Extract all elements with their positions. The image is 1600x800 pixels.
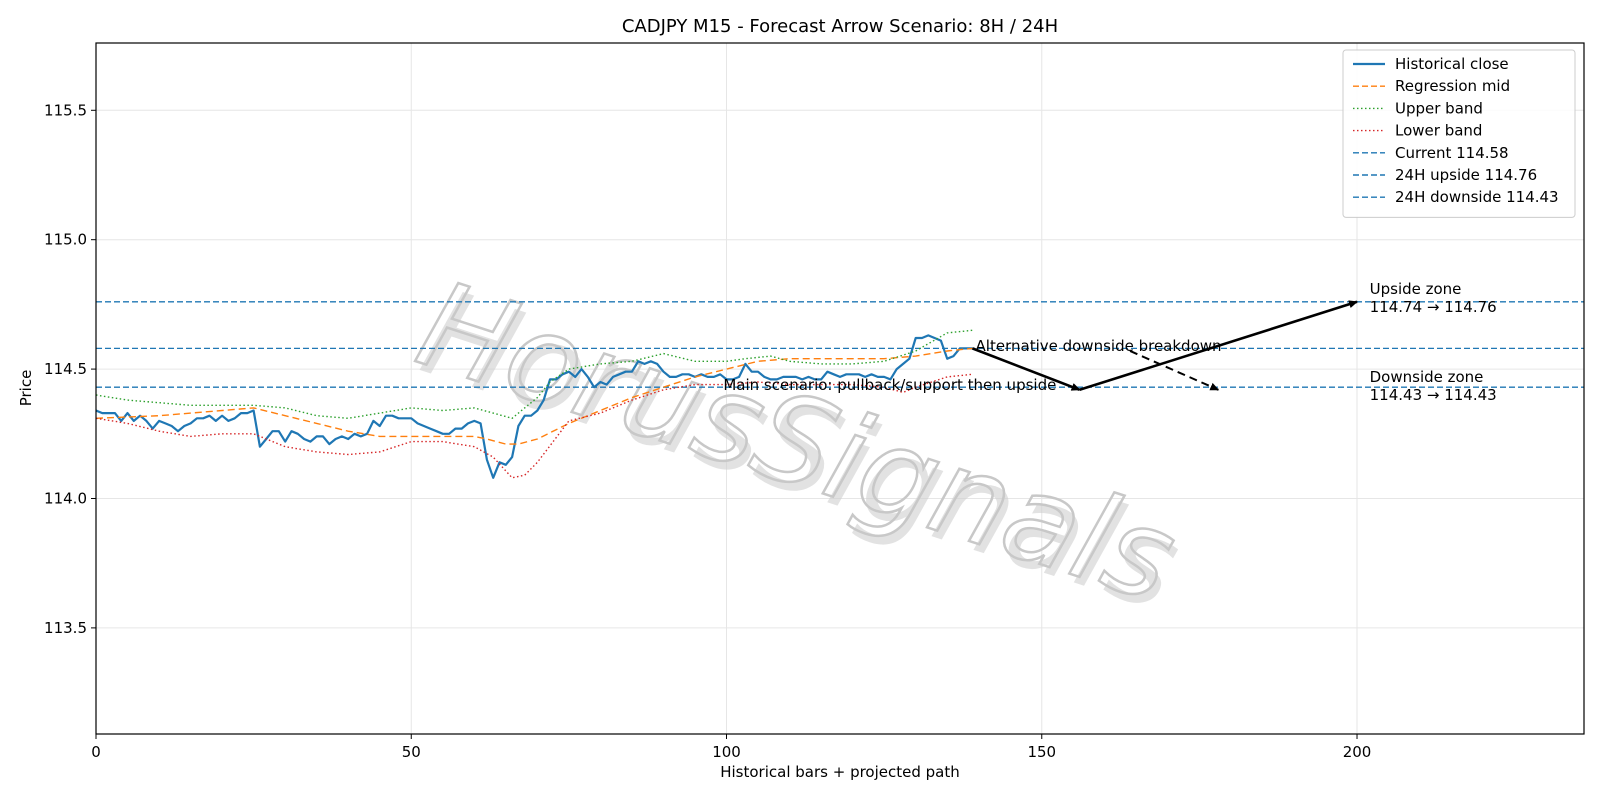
plot-frame xyxy=(95,42,1585,735)
legend-label-0: Historical close xyxy=(1395,55,1509,73)
series-lines xyxy=(96,329,973,479)
reference-lines xyxy=(96,301,1584,388)
annotation-upside-range: 114.74 → 114.76 xyxy=(1370,298,1497,316)
legend-label-3: Lower band xyxy=(1395,122,1482,140)
arrow-main-leg2 xyxy=(1079,300,1358,392)
legend-label-5: 24H upside 114.76 xyxy=(1395,166,1537,184)
y-axis-label: Price xyxy=(17,370,35,407)
series-line-3 xyxy=(96,373,973,479)
legend-label-2: Upper band xyxy=(1395,99,1483,117)
annotation-main: Main scenario: pullback/support then ups… xyxy=(723,376,1056,394)
y-tick-label: 115.5 xyxy=(44,101,87,119)
x-tick-label: 200 xyxy=(1343,743,1372,761)
x-tick-label: 100 xyxy=(712,743,741,761)
series-line-0 xyxy=(96,334,973,479)
annotation-alt: Alternative downside breakdown xyxy=(976,337,1222,355)
watermark: HorusSignals HorusSignals xyxy=(402,254,1195,638)
grid xyxy=(95,43,1584,734)
annotation-downside-title: Downside zone xyxy=(1370,368,1484,386)
y-tick-label: 115.0 xyxy=(44,231,87,249)
x-axis-label: Historical bars + projected path xyxy=(720,763,960,781)
arrow-alt xyxy=(1129,350,1220,391)
x-tick-label: 0 xyxy=(91,743,101,761)
x-tick-label: 150 xyxy=(1027,743,1056,761)
y-axis-ticks: 113.5 114.0 114.5 115.0 115.5 xyxy=(44,101,96,637)
annotations: Main scenario: pullback/support then ups… xyxy=(723,280,1496,404)
legend-box xyxy=(1342,49,1576,218)
y-tick-label: 113.5 xyxy=(44,619,87,637)
x-axis-ticks: 0 50 100 150 200 xyxy=(91,734,1371,761)
annotation-downside-range: 114.43 → 114.43 xyxy=(1370,386,1497,404)
chart-title: CADJPY M15 - Forecast Arrow Scenario: 8H… xyxy=(622,16,1058,37)
arrow-main-leg1 xyxy=(971,347,1081,392)
legend-label-6: 24H downside 114.43 xyxy=(1395,188,1559,206)
y-tick-label: 114.0 xyxy=(44,489,87,507)
watermark-text: HorusSignals xyxy=(403,255,1190,629)
scenario-arrows xyxy=(971,300,1358,392)
legend-label-1: Regression mid xyxy=(1395,77,1510,95)
legend: Historical close Regression mid Upper band… xyxy=(1342,49,1576,218)
legend-label-4: Current 114.58 xyxy=(1395,144,1509,162)
x-tick-label: 50 xyxy=(402,743,421,761)
series-line-1 xyxy=(96,347,973,445)
annotation-upside-title: Upside zone xyxy=(1370,280,1462,298)
y-tick-label: 114.5 xyxy=(44,360,87,378)
series-line-2 xyxy=(96,329,973,419)
